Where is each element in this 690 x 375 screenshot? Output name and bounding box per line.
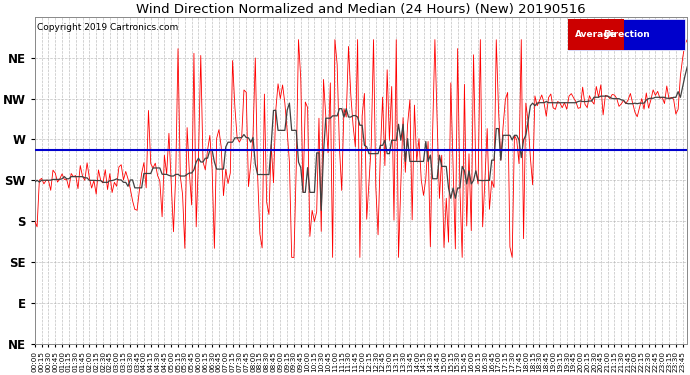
Text: Average: Average (575, 30, 617, 39)
Title: Wind Direction Normalized and Median (24 Hours) (New) 20190516: Wind Direction Normalized and Median (24… (136, 3, 586, 16)
Text: Direction: Direction (603, 30, 650, 39)
Text: Copyright 2019 Cartronics.com: Copyright 2019 Cartronics.com (37, 24, 178, 33)
Bar (569, 19, 684, 50)
Bar (569, 19, 624, 50)
